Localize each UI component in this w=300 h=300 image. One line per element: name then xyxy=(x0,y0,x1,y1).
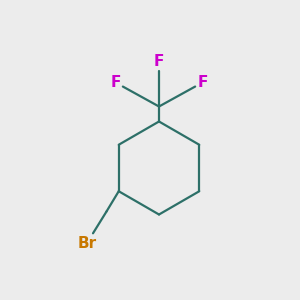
Text: F: F xyxy=(197,75,208,90)
Text: F: F xyxy=(154,54,164,69)
Text: F: F xyxy=(110,75,121,90)
Text: Br: Br xyxy=(77,236,97,250)
